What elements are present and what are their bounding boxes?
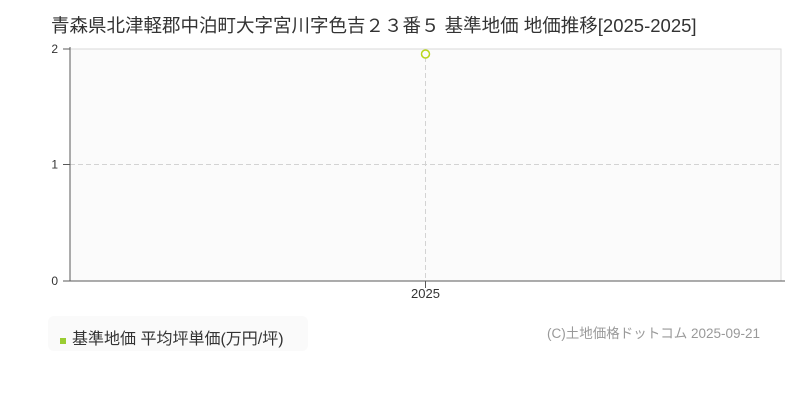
svg-text:0: 0 [51,274,58,288]
svg-text:2025: 2025 [411,286,440,301]
svg-text:1: 1 [51,158,58,172]
svg-text:2: 2 [51,42,58,56]
